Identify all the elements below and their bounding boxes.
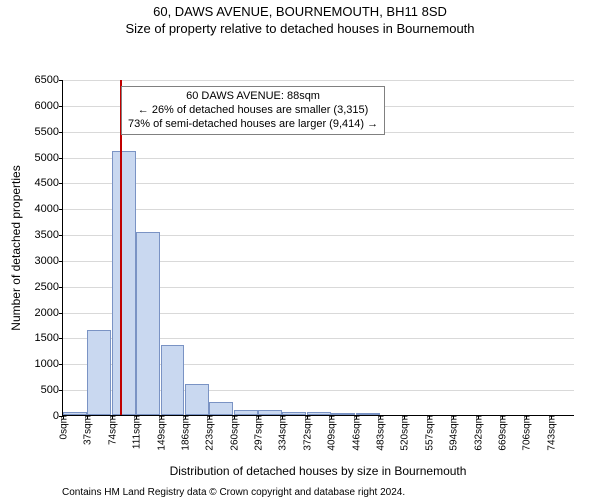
xtick-label: 334sqm <box>276 415 289 451</box>
xtick-label: 706sqm <box>520 415 533 451</box>
histogram-bar <box>185 384 209 415</box>
xtick-label: 520sqm <box>398 415 411 451</box>
ytick-label: 2500 <box>35 281 63 293</box>
xtick-label: 74sqm <box>105 415 118 445</box>
xtick-label: 594sqm <box>447 415 460 451</box>
xtick-label: 483sqm <box>374 415 387 451</box>
histogram-bar <box>136 232 160 416</box>
credits-block: Contains HM Land Registry data © Crown c… <box>62 486 444 500</box>
xtick-label: 297sqm <box>252 415 265 451</box>
ytick-label: 1000 <box>35 358 63 370</box>
chart-title-line2: Size of property relative to detached ho… <box>0 21 600 36</box>
ytick-label: 5000 <box>35 152 63 164</box>
ytick-label: 5500 <box>35 126 63 138</box>
ytick-label: 3000 <box>35 255 63 267</box>
xtick-label: 223sqm <box>203 415 216 451</box>
ytick-label: 3500 <box>35 229 63 241</box>
annotation-line1: 60 DAWS AVENUE: 88sqm <box>128 90 378 104</box>
histogram-bar <box>87 330 111 415</box>
gridline <box>63 209 574 210</box>
xtick-label: 743sqm <box>544 415 557 451</box>
xtick-label: 260sqm <box>227 415 240 451</box>
annotation-line3: 73% of semi-detached houses are larger (… <box>128 118 378 132</box>
xtick-label: 632sqm <box>471 415 484 451</box>
gridline <box>63 158 574 159</box>
annotation-line2: ← 26% of detached houses are smaller (3,… <box>128 104 378 118</box>
histogram-bar <box>112 151 136 415</box>
xtick-label: 0sqm <box>57 415 70 439</box>
ytick-label: 2000 <box>35 307 63 319</box>
annotation-box: 60 DAWS AVENUE: 88sqm← 26% of detached h… <box>121 86 385 135</box>
chart-title-line1: 60, DAWS AVENUE, BOURNEMOUTH, BH11 8SD <box>0 4 600 19</box>
xtick-label: 446sqm <box>349 415 362 451</box>
xtick-label: 557sqm <box>422 415 435 451</box>
xtick-label: 149sqm <box>154 415 167 451</box>
ytick-label: 6500 <box>35 74 63 86</box>
xtick-label: 669sqm <box>495 415 508 451</box>
ytick-label: 4000 <box>35 203 63 215</box>
gridline <box>63 183 574 184</box>
xtick-label: 372sqm <box>300 415 313 451</box>
plot-area: 0500100015002000250030003500400045005000… <box>62 80 574 416</box>
ytick-label: 6000 <box>35 100 63 112</box>
xtick-label: 409sqm <box>325 415 338 451</box>
xtick-label: 37sqm <box>81 415 94 445</box>
x-axis-label: Distribution of detached houses by size … <box>170 464 467 478</box>
credits-line1: Contains HM Land Registry data © Crown c… <box>62 486 444 499</box>
xtick-label: 186sqm <box>178 415 191 451</box>
y-axis-label: Number of detached properties <box>9 165 23 330</box>
xtick-label: 111sqm <box>130 415 143 449</box>
ytick-label: 4500 <box>35 177 63 189</box>
histogram-bar <box>209 402 233 415</box>
ytick-label: 500 <box>41 384 63 396</box>
gridline <box>63 80 574 81</box>
ytick-label: 1500 <box>35 332 63 344</box>
histogram-bar <box>161 345 185 415</box>
